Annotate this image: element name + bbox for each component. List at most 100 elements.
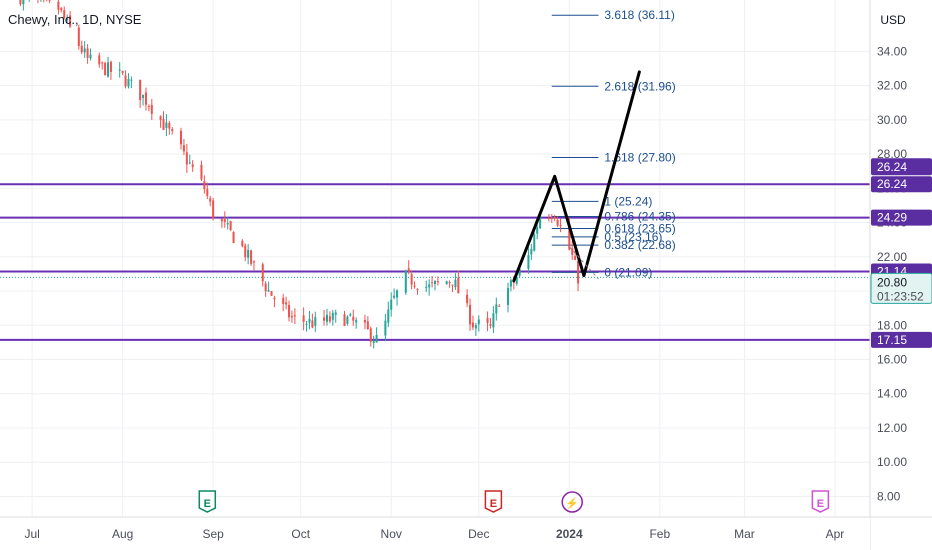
candle-body: [492, 313, 495, 328]
candle-body: [477, 319, 480, 325]
candle-body: [267, 290, 270, 292]
candle-body: [232, 231, 235, 244]
candle-body: [506, 288, 510, 306]
currency-label[interactable]: USD: [880, 13, 906, 27]
candle-body: [121, 70, 124, 74]
candle-body: [250, 250, 253, 264]
candle-body: [349, 314, 352, 316]
candle-body: [413, 285, 416, 287]
candle-body: [247, 249, 250, 258]
candle-body: [159, 116, 162, 120]
candle-body: [571, 248, 574, 255]
earnings-marker[interactable]: E: [484, 490, 503, 513]
price-tick-label: 12.00: [877, 421, 907, 435]
event-marker-letter: E: [817, 498, 824, 510]
time-axis-ticks: Jul Aug Sep Oct Nov Dec 2024 Feb Mar Apr: [24, 527, 844, 541]
level-badge-bg: [871, 176, 932, 193]
event-marker-letter: ⚡: [565, 497, 579, 510]
level-badge-extra-bg: [871, 158, 932, 176]
candle-body: [457, 277, 460, 294]
dividend-marker[interactable]: ⚡: [561, 491, 583, 513]
time-tick-label: Dec: [468, 527, 489, 541]
time-tick-label: Nov: [381, 527, 402, 541]
candle-body: [142, 94, 145, 98]
candle-body: [314, 317, 317, 326]
symbol-title[interactable]: Chewy, Inc., 1D, NYSE: [8, 12, 142, 27]
time-tick-label: Mar: [734, 527, 755, 541]
fibonacci-extension[interactable]: 3.618 (36.11) 2.618 (31.96) 1.618 (27.80) 1…: [551, 8, 676, 279]
dividend-marker-circle: [561, 491, 583, 513]
fib-level-label: 0.786 (24.35): [604, 210, 675, 224]
current-price-badge-bg: [870, 272, 932, 304]
level-badge-label: 24.29: [877, 211, 907, 225]
candle-body: [223, 219, 226, 222]
candle-body: [325, 314, 329, 322]
candle-body: [366, 321, 369, 329]
pattern-drawing[interactable]: [512, 70, 641, 283]
event-markers[interactable]: E E ⚡ E: [198, 490, 830, 513]
fib-level-label: 3.618 (36.11): [604, 8, 675, 22]
fib-level-label: 0.382 (22.68): [604, 238, 675, 252]
candle-body: [144, 92, 147, 105]
abcd-pattern-line[interactable]: [512, 70, 641, 283]
horizontal-levels: [0, 183, 870, 341]
projection-dashed-line[interactable]: [568, 246, 599, 280]
candle-body: [445, 281, 448, 285]
candle-body: [63, 10, 66, 18]
candle-body: [118, 69, 121, 71]
candle-body: [212, 200, 215, 219]
time-tick-label: Feb: [649, 527, 670, 541]
time-tick-label: 2024: [556, 527, 583, 541]
time-tick-label: Apr: [826, 527, 845, 541]
earnings-marker-shape: [811, 490, 830, 513]
candle-body: [270, 291, 273, 296]
candle-body: [404, 270, 407, 293]
earnings-marker[interactable]: E: [198, 490, 217, 513]
candle-body: [436, 281, 439, 283]
candlestick-series: [19, 0, 580, 349]
earnings-marker-shape: [484, 490, 503, 513]
candle-body: [305, 323, 308, 325]
price-tick-label: 22.00: [877, 250, 907, 264]
time-axis-panel[interactable]: [0, 517, 870, 550]
candle-body: [390, 299, 393, 310]
event-marker-letter: E: [204, 498, 211, 510]
candle-body: [471, 322, 474, 328]
level-badge-extra-label: 26.24: [877, 160, 907, 174]
candle-body: [331, 312, 334, 320]
candle-body: [171, 129, 174, 132]
candle-body: [328, 316, 331, 322]
candle-body: [127, 79, 130, 87]
candle-body: [474, 325, 477, 329]
candle-body: [182, 145, 185, 152]
earnings-marker-shape: [198, 490, 217, 513]
candle-body: [425, 286, 428, 288]
candle-body: [428, 284, 431, 288]
fib-level-label: 2.618 (31.96): [604, 79, 675, 93]
candle-body: [352, 316, 355, 321]
candle-body: [19, 0, 22, 5]
candle-body: [509, 280, 512, 287]
earnings-marker[interactable]: E: [811, 490, 830, 513]
candle-body: [139, 79, 142, 101]
candle-body: [396, 290, 399, 298]
candle-body: [200, 164, 203, 180]
time-tick-label: Jul: [24, 527, 39, 541]
candle-body: [209, 198, 212, 202]
candle-body: [109, 61, 112, 72]
candle-body: [410, 274, 413, 285]
candle-body: [57, 1, 60, 10]
time-tick-label: Oct: [291, 527, 310, 541]
candle-body: [48, 0, 51, 1]
candle-body: [451, 284, 454, 286]
candle-body: [206, 189, 209, 196]
candle-body: [495, 304, 498, 314]
price-tick-label: 14.00: [877, 387, 907, 401]
candle-body: [530, 248, 533, 255]
candle-body: [486, 317, 489, 323]
price-tick-label: 18.00: [877, 318, 907, 332]
candle-body: [323, 317, 326, 321]
candle-body: [22, 0, 25, 5]
candle-body: [375, 334, 378, 343]
